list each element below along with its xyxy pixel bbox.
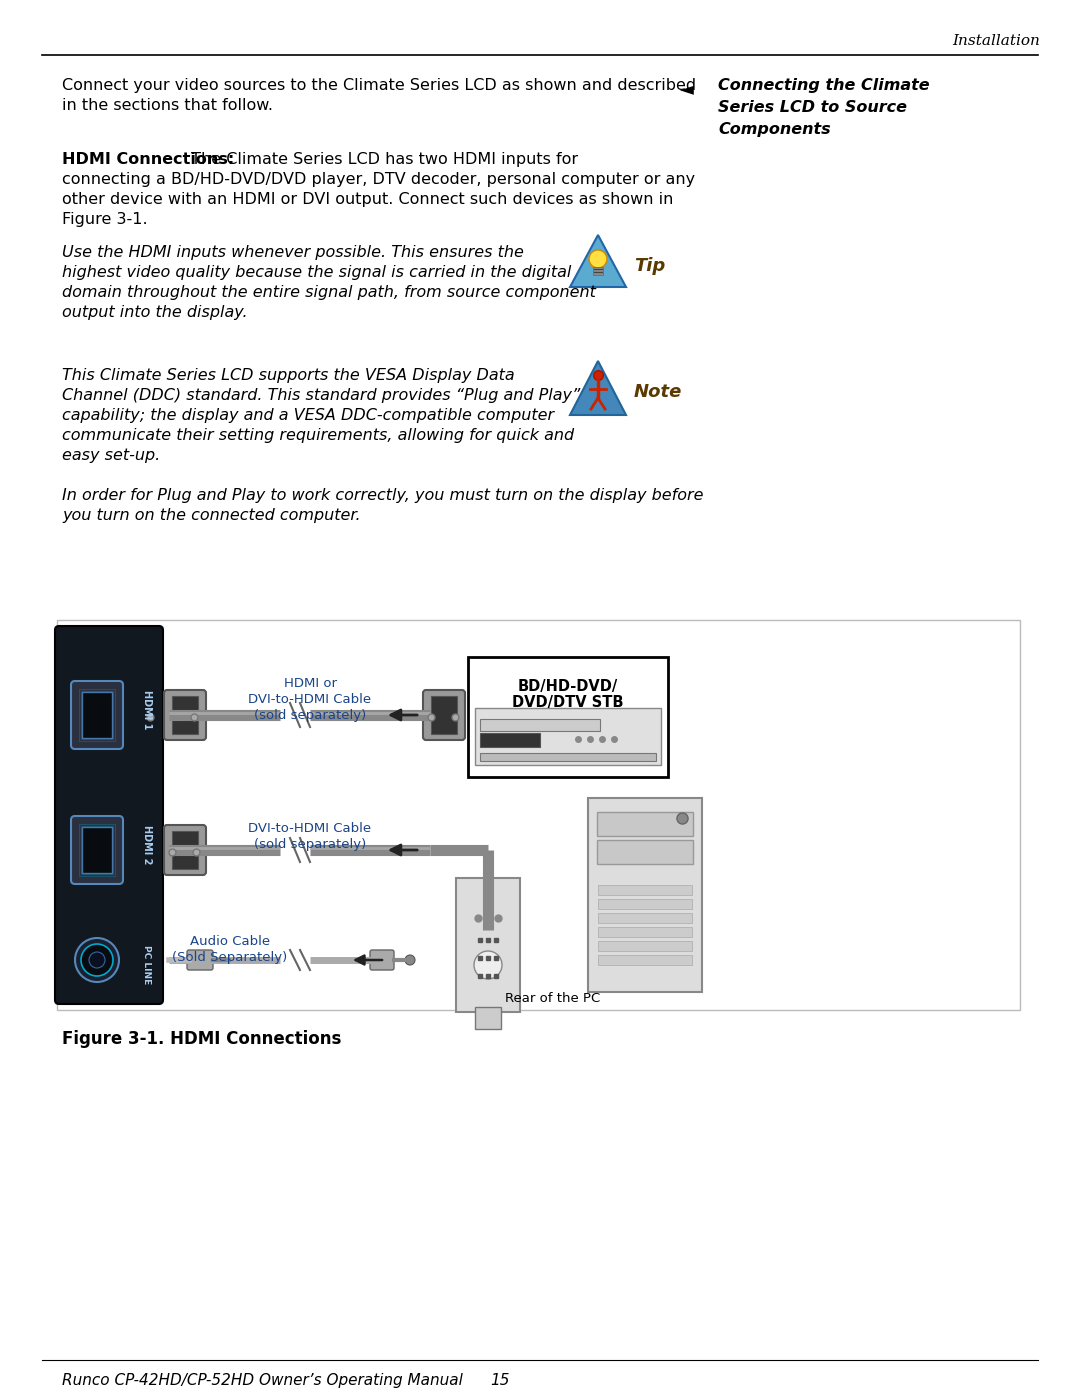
- FancyBboxPatch shape: [597, 840, 693, 863]
- FancyBboxPatch shape: [475, 708, 661, 766]
- FancyBboxPatch shape: [172, 696, 198, 733]
- Text: communicate their setting requirements, allowing for quick and: communicate their setting requirements, …: [62, 427, 575, 443]
- Text: other device with an HDMI or DVI output. Connect such devices as shown in: other device with an HDMI or DVI output.…: [62, 191, 673, 207]
- FancyBboxPatch shape: [164, 690, 206, 740]
- FancyBboxPatch shape: [57, 620, 1020, 1010]
- FancyBboxPatch shape: [598, 956, 692, 965]
- FancyBboxPatch shape: [598, 928, 692, 937]
- FancyBboxPatch shape: [55, 626, 163, 1004]
- Text: Installation: Installation: [953, 34, 1040, 47]
- FancyBboxPatch shape: [71, 816, 123, 884]
- Polygon shape: [570, 235, 626, 286]
- FancyBboxPatch shape: [480, 733, 540, 747]
- Text: Channel (DDC) standard. This standard provides “Plug and Play”: Channel (DDC) standard. This standard pr…: [62, 388, 580, 402]
- Text: ◄: ◄: [680, 80, 693, 98]
- Text: In order for Plug and Play to work correctly, you must turn on the display befor: In order for Plug and Play to work corre…: [62, 488, 703, 503]
- FancyBboxPatch shape: [598, 914, 692, 923]
- FancyBboxPatch shape: [598, 900, 692, 909]
- Polygon shape: [570, 360, 626, 415]
- FancyBboxPatch shape: [370, 950, 394, 970]
- Circle shape: [89, 951, 105, 968]
- FancyBboxPatch shape: [597, 812, 693, 835]
- Text: PC LINE: PC LINE: [143, 946, 151, 985]
- FancyBboxPatch shape: [598, 886, 692, 895]
- Text: Figure 3-1. HDMI Connections: Figure 3-1. HDMI Connections: [62, 1030, 341, 1048]
- Text: HDMI 2: HDMI 2: [141, 826, 152, 865]
- Text: Connect your video sources to the Climate Series LCD as shown and described: Connect your video sources to the Climat…: [62, 78, 697, 94]
- Text: Rear of the PC: Rear of the PC: [505, 992, 600, 1004]
- FancyBboxPatch shape: [475, 1007, 501, 1030]
- Text: Audio Cable: Audio Cable: [190, 935, 270, 949]
- Text: DVD/DTV STB: DVD/DTV STB: [512, 694, 624, 710]
- Text: Note: Note: [634, 383, 683, 401]
- Text: Series LCD to Source: Series LCD to Source: [718, 101, 907, 115]
- Text: domain throughout the entire signal path, from source component: domain throughout the entire signal path…: [62, 285, 596, 300]
- Text: Runco CP-42HD/CP-52HD Owner’s Operating Manual: Runco CP-42HD/CP-52HD Owner’s Operating …: [62, 1373, 463, 1389]
- FancyBboxPatch shape: [82, 827, 112, 873]
- FancyBboxPatch shape: [588, 798, 702, 992]
- Text: BD/HD-DVD/: BD/HD-DVD/: [518, 679, 618, 694]
- FancyBboxPatch shape: [593, 267, 603, 275]
- Text: Components: Components: [718, 122, 831, 137]
- Circle shape: [81, 944, 113, 977]
- FancyBboxPatch shape: [468, 657, 669, 777]
- Text: (sold separately): (sold separately): [254, 710, 366, 722]
- Text: capability; the display and a VESA DDC-compatible computer: capability; the display and a VESA DDC-c…: [62, 408, 554, 423]
- Text: connecting a BD/HD-DVD/DVD player, DTV decoder, personal computer or any: connecting a BD/HD-DVD/DVD player, DTV d…: [62, 172, 696, 187]
- FancyBboxPatch shape: [82, 692, 112, 738]
- FancyBboxPatch shape: [456, 877, 519, 1011]
- FancyBboxPatch shape: [480, 719, 600, 731]
- Text: HDMI Connections:: HDMI Connections:: [62, 152, 234, 168]
- Text: DVI-to-HDMI Cable: DVI-to-HDMI Cable: [248, 693, 372, 705]
- Text: This Climate Series LCD supports the VESA Display Data: This Climate Series LCD supports the VES…: [62, 367, 515, 383]
- Text: you turn on the connected computer.: you turn on the connected computer.: [62, 509, 361, 522]
- Text: DVI-to-HDMI Cable: DVI-to-HDMI Cable: [248, 821, 372, 835]
- Text: easy set-up.: easy set-up.: [62, 448, 160, 462]
- Text: HDMI or: HDMI or: [283, 678, 337, 690]
- FancyBboxPatch shape: [480, 753, 656, 761]
- FancyBboxPatch shape: [164, 826, 206, 875]
- Text: (sold separately): (sold separately): [254, 838, 366, 851]
- Text: Use the HDMI inputs whenever possible. This ensures the: Use the HDMI inputs whenever possible. T…: [62, 244, 524, 260]
- FancyBboxPatch shape: [187, 950, 213, 970]
- Text: Tip: Tip: [634, 257, 665, 275]
- Text: (Sold Separately): (Sold Separately): [173, 951, 287, 964]
- Text: Figure 3-1.: Figure 3-1.: [62, 212, 148, 226]
- Text: The Climate Series LCD has two HDMI inputs for: The Climate Series LCD has two HDMI inpu…: [186, 152, 578, 168]
- FancyBboxPatch shape: [172, 831, 198, 869]
- FancyBboxPatch shape: [71, 680, 123, 749]
- FancyBboxPatch shape: [598, 942, 692, 951]
- Text: Connecting the Climate: Connecting the Climate: [718, 78, 930, 94]
- Text: highest video quality because the signal is carried in the digital: highest video quality because the signal…: [62, 265, 571, 279]
- Text: HDMI 1: HDMI 1: [141, 690, 152, 729]
- Circle shape: [75, 937, 119, 982]
- Text: 15: 15: [490, 1373, 510, 1389]
- Circle shape: [405, 956, 415, 965]
- FancyBboxPatch shape: [431, 696, 457, 733]
- Text: in the sections that follow.: in the sections that follow.: [62, 98, 273, 113]
- FancyBboxPatch shape: [423, 690, 465, 740]
- Circle shape: [589, 250, 607, 268]
- Text: output into the display.: output into the display.: [62, 305, 247, 320]
- Circle shape: [474, 951, 502, 979]
